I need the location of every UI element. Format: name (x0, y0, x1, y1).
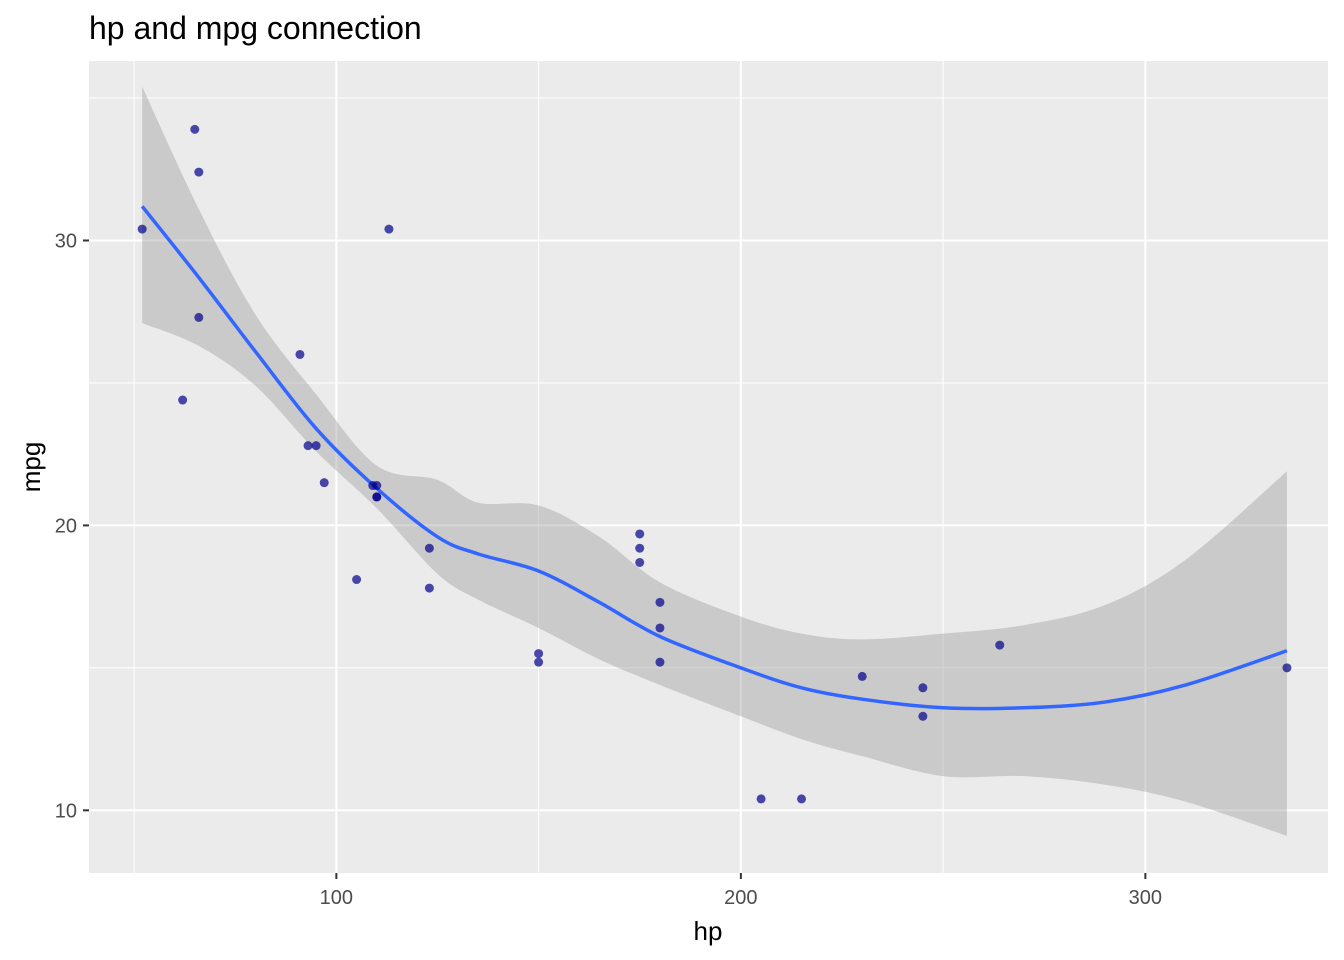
data-point (635, 529, 645, 539)
data-point (918, 711, 928, 721)
plot-panel (89, 61, 1328, 873)
data-point (352, 575, 362, 585)
minor-gridlines (89, 61, 1328, 873)
data-point (995, 640, 1005, 650)
data-point (384, 224, 394, 234)
data-point (368, 481, 378, 491)
smooth-trend-line (140, 205, 1288, 711)
data-point (756, 794, 766, 804)
data-point (311, 441, 321, 451)
data-point (635, 543, 645, 553)
x-tick-label: 300 (1129, 887, 1162, 909)
y-axis-title: mpg (16, 442, 46, 493)
data-point (194, 312, 204, 322)
x-axis-title: hp (694, 916, 723, 946)
y-axis-ticks: 10 20 30 (55, 230, 89, 822)
x-axis-ticks: 100 200 300 (320, 873, 1162, 909)
data-point (295, 349, 305, 359)
data-point (635, 557, 645, 567)
data-point (655, 597, 665, 607)
data-point (194, 167, 204, 177)
data-point (1282, 663, 1292, 673)
data-point (655, 623, 665, 633)
data-points (137, 124, 1292, 804)
chart-title: hp and mpg connection (89, 10, 422, 46)
data-point (534, 649, 544, 659)
data-point (655, 657, 665, 667)
x-tick-label: 200 (724, 887, 757, 909)
data-point (178, 395, 188, 405)
data-point (137, 224, 147, 234)
data-point (303, 441, 313, 451)
data-point (190, 124, 200, 134)
data-point (424, 543, 434, 553)
data-point (424, 583, 434, 593)
data-point (534, 657, 544, 667)
data-point (857, 671, 867, 681)
y-tick-label: 30 (55, 230, 77, 252)
y-tick-label: 20 (55, 515, 77, 537)
y-tick-label: 10 (55, 800, 77, 822)
data-point (797, 794, 807, 804)
data-point (372, 492, 382, 502)
major-gridlines (89, 61, 1328, 873)
x-tick-label: 100 (320, 887, 353, 909)
data-point (319, 478, 329, 488)
data-point (918, 683, 928, 693)
